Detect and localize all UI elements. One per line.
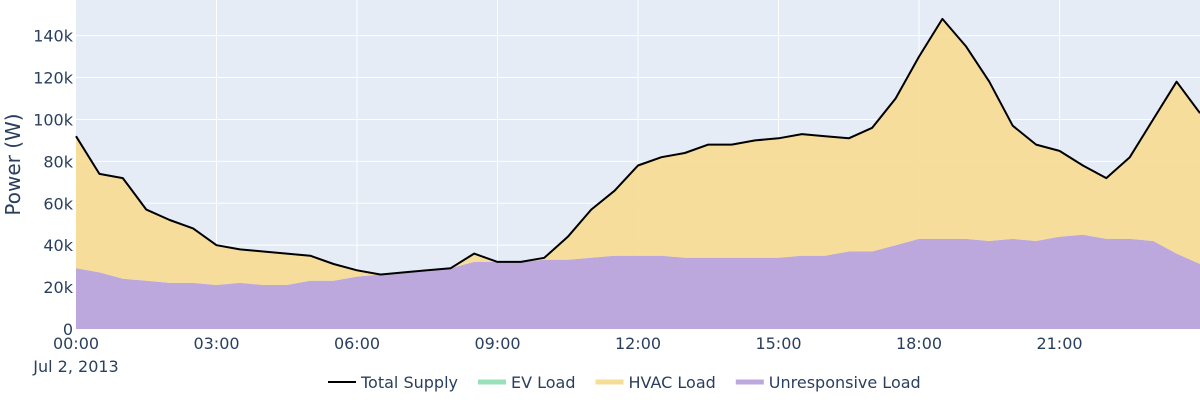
legend-label-ev-load: EV Load <box>511 373 576 392</box>
legend-item-unresponsive-load[interactable]: Unresponsive Load <box>735 373 921 392</box>
x-tick-label: 09:00 <box>474 334 520 353</box>
y-tick-label: 20k <box>43 278 73 297</box>
legend[interactable]: Total Supply EV Load HVAC Load Unresponsive… <box>328 373 921 392</box>
y-tick-label: 120k <box>33 69 74 88</box>
x-tick-label: 12:00 <box>615 334 661 353</box>
x-tick-label: 03:00 <box>193 334 239 353</box>
x-axis-ticks: 00:00 03:00 06:00 09:00 12:00 15:00 18:00 21:00 <box>53 334 1083 353</box>
total-supply-line <box>75 17 1200 276</box>
legend-label-unresponsive-load: Unresponsive Load <box>769 373 921 392</box>
x-tick-label: 18:00 <box>896 334 942 353</box>
y-tick-label: 80k <box>43 152 73 171</box>
y-axis-title: Power (W) <box>1 113 25 215</box>
y-tick-label: 100k <box>33 110 74 129</box>
x-tick-label: 15:00 <box>755 334 801 353</box>
legend-label-hvac-load: HVAC Load <box>629 373 716 392</box>
y-tick-label: 40k <box>43 236 73 255</box>
legend-item-ev-load[interactable]: EV Load <box>477 373 576 392</box>
x-tick-label: 21:00 <box>1036 334 1082 353</box>
legend-item-hvac-load[interactable]: HVAC Load <box>595 373 716 392</box>
x-axis-date-label: Jul 2, 2013 <box>32 357 118 376</box>
hvac-load-area <box>76 18 1200 286</box>
unresponsive-load-area <box>76 234 1200 329</box>
y-tick-label: 60k <box>43 194 73 213</box>
y-axis-ticks: 0 20k 40k 60k 80k 100k 120k 140k <box>33 27 74 339</box>
legend-item-total-supply[interactable]: Total Supply <box>328 373 458 392</box>
area-series <box>76 18 1200 329</box>
x-tick-label: 00:00 <box>53 334 99 353</box>
y-tick-label: 0 <box>63 320 73 339</box>
legend-label-total-supply: Total Supply <box>360 373 458 392</box>
y-tick-label: 140k <box>33 27 74 46</box>
x-tick-label: 06:00 <box>334 334 380 353</box>
line-series <box>75 17 1200 276</box>
